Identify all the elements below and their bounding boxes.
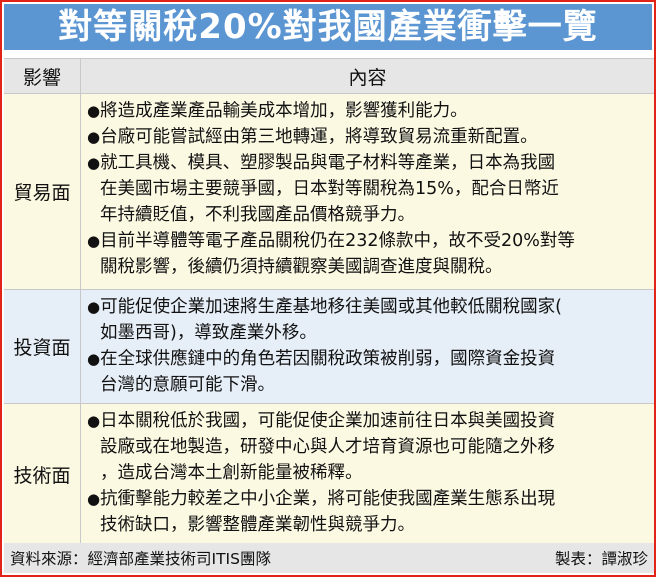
impact-table: 影響 內容 貿易面 ●將造成產業產品輸美成本增加，影響獲利能力。 ●台廠可能嘗試經由… [4, 58, 654, 546]
header-impact: 影響 [4, 59, 81, 93]
bullet-text: 在美國市場主要競爭國，日本對等關稅為15%，配合日幣近 [100, 179, 559, 199]
bullet-text: 在全球供應鏈中的角色若因關稅政策被削弱，國際資金投資 [100, 349, 556, 369]
bullet-text: 技術缺口，影響整體產業韌性與競爭力。 [100, 515, 415, 535]
bullet-line: ●抗衝擊能力較差之中小企業，將可能使我國產業生態系出現 [87, 486, 648, 512]
bullet-text: 抗衝擊能力較差之中小企業，將可能使我國產業生態系出現 [100, 489, 556, 509]
bullet-line: ●台廠可能嘗試經由第三地轉運，將導致貿易流重新配置。 [87, 124, 648, 150]
bullet-icon: ● [87, 350, 101, 368]
source-credit: 資料來源：經濟部產業技術司ITIS團隊 [10, 550, 271, 568]
bullet-text: 可能促使企業加速將生產基地移往美國或其他較低關稅國家( [100, 297, 562, 317]
bullet-text: 將造成產業產品輸美成本增加，影響獲利能力。 [100, 101, 468, 121]
bullet-line: 技術缺口，影響整體產業韌性與競爭力。 [87, 512, 648, 538]
bullet-line: ●在全球供應鏈中的角色若因關稅政策被削弱，國際資金投資 [87, 346, 648, 372]
bullet-line: 設廠或在地製造，研發中心與人才培育資源也可能隨之外移 [87, 434, 648, 460]
header-content: 內容 [348, 66, 387, 89]
bullet-text: 日本關稅低於我國，可能促使企業加速前往日本與美國投資 [100, 411, 556, 431]
table-header: 影響 內容 [4, 58, 654, 94]
row-content: ●將造成產業產品輸美成本增加，影響獲利能力。 ●台廠可能嘗試經由第三地轉運，將導致… [81, 94, 654, 289]
footer: 資料來源：經濟部產業技術司ITIS團隊 製表：譚淑珍 [4, 543, 654, 573]
bullet-icon: ● [87, 298, 101, 316]
bullet-text: 如墨西哥)，導致產業外移。 [100, 323, 317, 343]
bullet-line: 台灣的意願可能下滑。 [87, 372, 648, 398]
bullet-text: 目前半導體等電子產品關稅仍在232條款中，故不受20%對等 [100, 231, 575, 251]
bullet-icon: ● [87, 232, 101, 250]
category-label: 技術面 [4, 404, 81, 545]
row-content: ●日本關稅低於我國，可能促使企業加速前往日本與美國投資 設廠或在地製造，研發中心與… [81, 404, 654, 545]
author-credit: 製表：譚淑珍 [554, 550, 648, 568]
bullet-line: ●目前半導體等電子產品關稅仍在232條款中，故不受20%對等 [87, 228, 648, 254]
bullet-line: 如墨西哥)，導致產業外移。 [87, 320, 648, 346]
bullet-icon: ● [87, 102, 101, 120]
list-item: ●目前半導體等電子產品關稅仍在232條款中，故不受20%對等 關稅影響，後續仍須持… [87, 228, 648, 280]
bullet-icon: ● [87, 154, 101, 172]
table-row: 技術面 ●日本關稅低於我國，可能促使企業加速前往日本與美國投資 設廠或在地製造，研發… [4, 404, 654, 546]
bullet-text: ，造成台灣本土創新能量被稀釋。 [100, 463, 363, 483]
bullet-line: ●可能促使企業加速將生產基地移往美國或其他較低關稅國家( [87, 294, 648, 320]
category-label: 貿易面 [4, 94, 81, 289]
bullet-icon: ● [87, 128, 101, 146]
bullet-line: ●就工具機、模具、塑膠製品與電子材料等產業，日本為我國 [87, 150, 648, 176]
bullet-line: ●日本關稅低於我國，可能促使企業加速前往日本與美國投資 [87, 408, 648, 434]
bullet-text: 設廠或在地製造，研發中心與人才培育資源也可能隨之外移 [100, 437, 555, 457]
list-item: ●在全球供應鏈中的角色若因關稅政策被削弱，國際資金投資 台灣的意願可能下滑。 [87, 346, 648, 398]
list-item: ●可能促使企業加速將生產基地移往美國或其他較低關稅國家( 如墨西哥)，導致產業外移… [87, 294, 648, 346]
bullet-text: 年持續貶值，不利我國產品價格競爭力。 [100, 205, 415, 225]
bullet-text: 就工具機、模具、塑膠製品與電子材料等產業，日本為我國 [100, 153, 556, 173]
bullet-line: 在美國市場主要競爭國，日本對等關稅為15%，配合日幣近 [87, 176, 648, 202]
category-label: 投資面 [4, 290, 81, 403]
table-row: 投資面 ●可能促使企業加速將生產基地移往美國或其他較低關稅國家(如墨西哥)，導致產… [4, 290, 654, 404]
bullet-text: 關稅影響，後續仍須持續觀察美國調查進度與關稅。 [100, 257, 503, 277]
table-row: 貿易面 ●將造成產業產品輸美成本增加，影響獲利能力。 ●台廠可能嘗試經由第三地轉運，… [4, 94, 654, 290]
page-title: 對等關稅20%對我國產業衝擊一覽 [4, 4, 652, 50]
bullet-line: 年持續貶值，不利我國產品價格競爭力。 [87, 202, 648, 228]
bullet-icon: ● [87, 412, 101, 430]
list-item: ●就工具機、模具、塑膠製品與電子材料等產業，日本為我國 在美國市場主要競爭國，日本… [87, 150, 648, 228]
list-item: ●抗衝擊能力較差之中小企業，將可能使我國產業生態系出現 技術缺口，影響整體產業韌性… [87, 486, 648, 538]
bullet-text: 台廠可能嘗試經由第三地轉運，將導致貿易流重新配置。 [100, 127, 538, 147]
bullet-text: 台灣的意願可能下滑。 [100, 375, 275, 395]
bullet-line: ，造成台灣本土創新能量被稀釋。 [87, 460, 648, 486]
list-item: ●日本關稅低於我國，可能促使企業加速前往日本與美國投資 設廠或在地製造，研發中心與… [87, 408, 648, 486]
list-item: ●將造成產業產品輸美成本增加，影響獲利能力。 [87, 98, 648, 124]
bullet-icon: ● [87, 490, 101, 508]
bullet-line: ●將造成產業產品輸美成本增加，影響獲利能力。 [87, 98, 648, 124]
list-item: ●台廠可能嘗試經由第三地轉運，將導致貿易流重新配置。 [87, 124, 648, 150]
row-content: ●可能促使企業加速將生產基地移往美國或其他較低關稅國家(如墨西哥)，導致產業外移… [81, 290, 654, 403]
bullet-line: 關稅影響，後續仍須持續觀察美國調查進度與關稅。 [87, 254, 648, 280]
